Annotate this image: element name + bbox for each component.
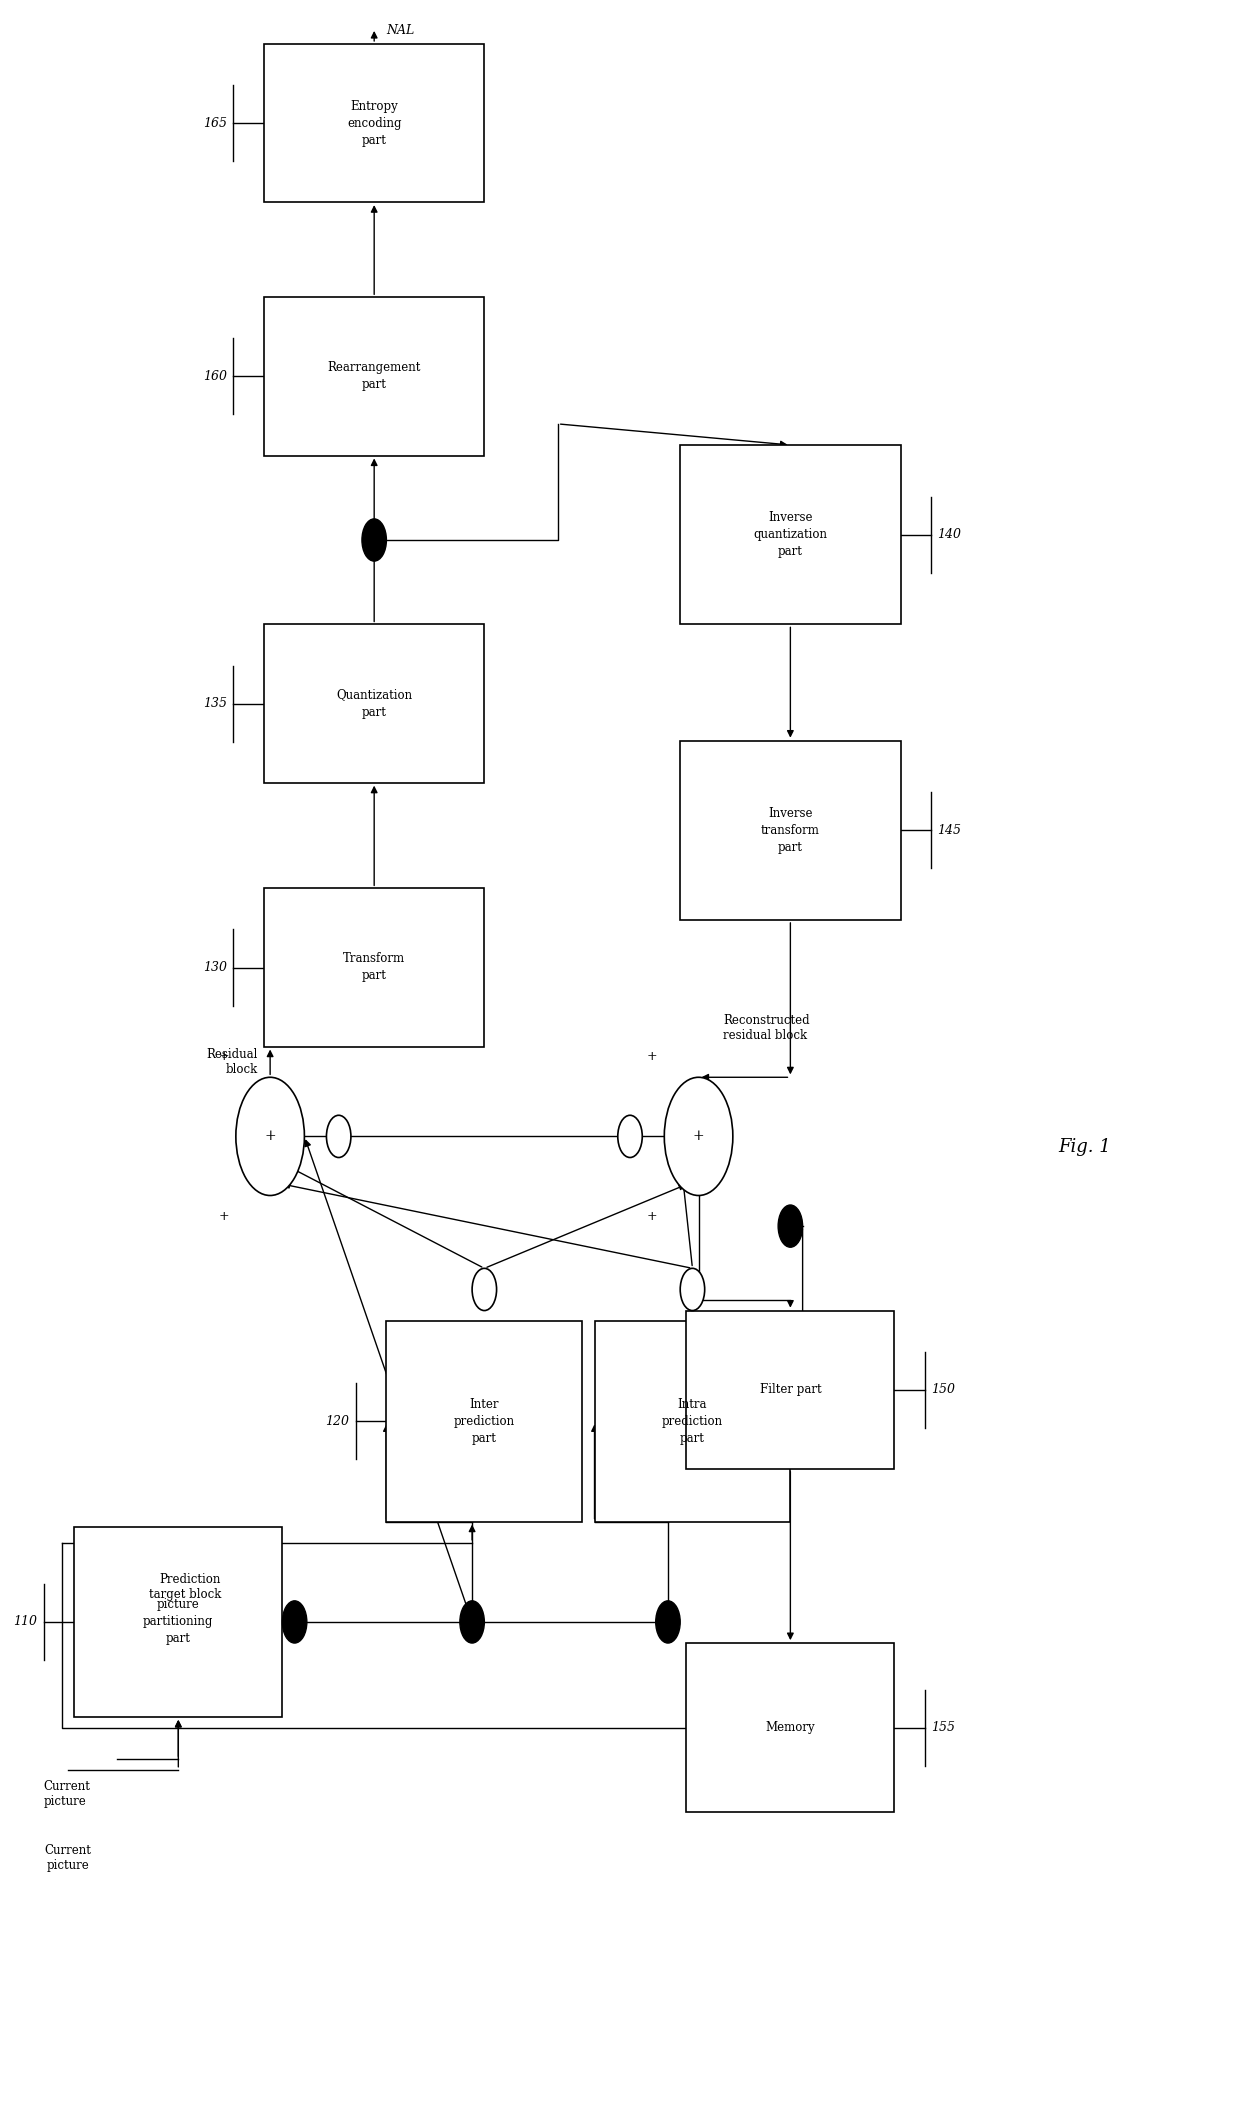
Text: +: + bbox=[646, 1050, 657, 1062]
Text: Current
picture: Current picture bbox=[43, 1781, 90, 1808]
Text: +: + bbox=[218, 1050, 229, 1062]
Bar bbox=[264, 45, 484, 202]
Text: Entropy
encoding
part: Entropy encoding part bbox=[347, 100, 401, 147]
Circle shape bbox=[459, 1600, 484, 1643]
Bar bbox=[680, 444, 900, 625]
Text: 155: 155 bbox=[931, 1721, 956, 1734]
Text: Inverse
quantization
part: Inverse quantization part bbox=[754, 512, 827, 559]
Text: Inter
prediction
part: Inter prediction part bbox=[454, 1398, 515, 1445]
Text: 160: 160 bbox=[203, 370, 227, 382]
Bar bbox=[264, 625, 484, 782]
Text: 110: 110 bbox=[14, 1615, 37, 1628]
Circle shape bbox=[282, 1600, 307, 1643]
Circle shape bbox=[618, 1116, 643, 1158]
Text: -: - bbox=[281, 1094, 286, 1107]
Circle shape bbox=[656, 1600, 680, 1643]
Circle shape bbox=[472, 1269, 496, 1311]
Text: 140: 140 bbox=[937, 529, 962, 542]
Text: Current
picture: Current picture bbox=[45, 1844, 92, 1872]
Text: 130: 130 bbox=[203, 960, 227, 973]
Text: 165: 165 bbox=[203, 117, 227, 130]
Bar bbox=[680, 740, 900, 920]
Circle shape bbox=[665, 1077, 733, 1196]
Circle shape bbox=[361, 518, 386, 561]
Text: 125: 125 bbox=[827, 1415, 852, 1428]
Text: Inverse
transform
part: Inverse transform part bbox=[761, 808, 820, 854]
Bar bbox=[686, 1643, 894, 1813]
Circle shape bbox=[779, 1205, 802, 1247]
Text: Intra
prediction
part: Intra prediction part bbox=[662, 1398, 723, 1445]
Circle shape bbox=[236, 1077, 305, 1196]
Text: 150: 150 bbox=[931, 1383, 956, 1396]
Bar bbox=[386, 1322, 582, 1522]
Circle shape bbox=[327, 1116, 350, 1158]
Text: Memory: Memory bbox=[765, 1721, 815, 1734]
Bar bbox=[264, 888, 484, 1048]
Text: Quantization
part: Quantization part bbox=[335, 688, 412, 718]
Text: 135: 135 bbox=[203, 697, 227, 710]
Text: 120: 120 bbox=[326, 1415, 349, 1428]
Text: +: + bbox=[218, 1209, 229, 1224]
Bar bbox=[264, 298, 484, 455]
Text: Residual
block: Residual block bbox=[207, 1048, 258, 1075]
Text: Rearrangement
part: Rearrangement part bbox=[328, 361, 421, 391]
Text: Transform
part: Transform part bbox=[343, 952, 405, 982]
Text: Fig. 1: Fig. 1 bbox=[1057, 1139, 1110, 1156]
Text: +: + bbox=[646, 1209, 657, 1224]
Text: picture
partitioning
part: picture partitioning part bbox=[144, 1598, 213, 1645]
Text: +: + bbox=[693, 1128, 704, 1143]
Text: +: + bbox=[265, 1128, 276, 1143]
Text: Prediction
target block: Prediction target block bbox=[149, 1572, 222, 1600]
Text: NAL: NAL bbox=[386, 23, 415, 36]
Text: Reconstructed
residual block: Reconstructed residual block bbox=[723, 1014, 810, 1041]
Circle shape bbox=[680, 1269, 704, 1311]
Bar bbox=[686, 1311, 894, 1468]
Bar bbox=[594, 1322, 790, 1522]
Bar bbox=[74, 1528, 282, 1717]
Text: 145: 145 bbox=[937, 824, 962, 837]
Text: Filter part: Filter part bbox=[760, 1383, 821, 1396]
